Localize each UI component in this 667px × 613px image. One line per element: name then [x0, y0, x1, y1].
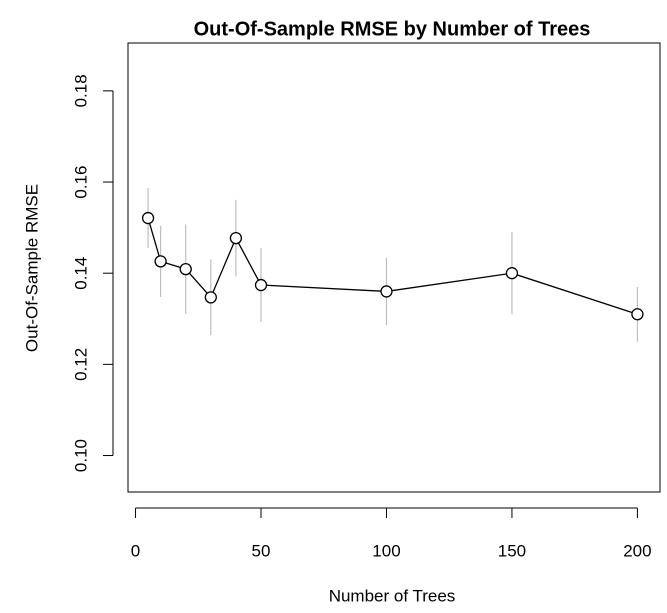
data-point	[179, 262, 192, 276]
data-point	[254, 278, 268, 292]
plot-box	[127, 42, 661, 493]
y-tick-label: 0.10	[71, 439, 90, 472]
data-point	[154, 255, 167, 268]
data-point	[229, 231, 243, 245]
x-axis-label: Number of Trees	[329, 586, 456, 605]
y-tick-label: 0.18	[71, 74, 90, 107]
x-tick-label: 50	[252, 541, 271, 560]
x-tick-label: 200	[623, 541, 651, 560]
y-tick-label: 0.14	[71, 257, 90, 290]
y-tick-label: 0.12	[71, 348, 90, 381]
y-tick-label: 0.16	[71, 165, 90, 198]
chart-title: Out-Of-Sample RMSE by Number of Trees	[194, 18, 591, 40]
y-axis-label: Out-Of-Sample RMSE	[22, 184, 41, 352]
data-point	[505, 267, 519, 280]
data-point	[141, 211, 155, 225]
data-point	[204, 291, 217, 304]
series-line	[147, 217, 638, 315]
x-tick-label: 150	[498, 541, 526, 560]
x-tick-label: 0	[131, 541, 140, 560]
x-tick-label: 100	[372, 541, 400, 560]
data-point	[380, 285, 393, 298]
data-point	[631, 308, 644, 321]
